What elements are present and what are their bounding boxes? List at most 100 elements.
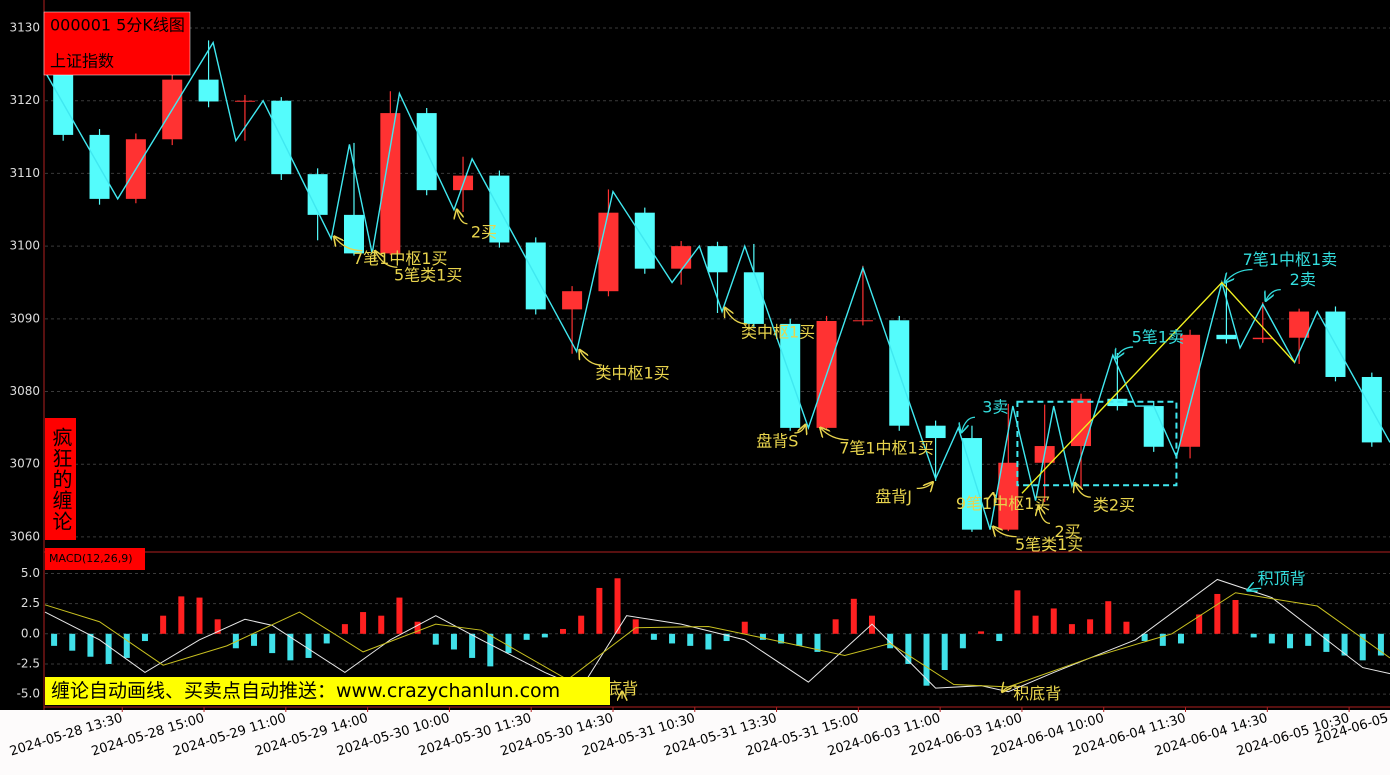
annotation-arrow <box>1116 346 1134 358</box>
macd-bar <box>923 633 930 686</box>
macd-bar <box>1177 633 1184 644</box>
annotation-label: 积顶背 <box>1258 569 1306 588</box>
macd-bar <box>232 633 239 649</box>
macd-bar <box>341 624 348 634</box>
y-tick-label: 3130 <box>9 21 40 35</box>
macd-bar <box>723 633 730 642</box>
annotation-arrow <box>580 350 602 366</box>
annotation-arrow <box>1266 289 1281 301</box>
banner: 缠论自动画线、买卖点自动推送：www.crazychanlun.com <box>45 677 610 705</box>
annotation-label: 5笔1卖 <box>1132 328 1184 347</box>
annotation-arrow <box>1039 506 1051 525</box>
macd-bar <box>214 619 221 634</box>
candle-body <box>1180 334 1201 447</box>
annotation-label: 7笔1中枢1买 <box>839 438 934 457</box>
macd-bar <box>705 633 712 650</box>
annotation-arrow <box>993 493 996 495</box>
macd-bar <box>796 633 803 646</box>
macd-bar <box>959 633 966 649</box>
macd-bar <box>759 633 766 640</box>
macd-bar <box>1359 633 1366 661</box>
macd-bar <box>887 633 894 649</box>
macd-bar <box>1196 614 1203 634</box>
zhongshu-box <box>1016 400 1178 487</box>
annotation-arrow <box>1002 686 1017 692</box>
y-tick-label: 0.0 <box>21 626 40 640</box>
macd-bar <box>123 633 130 658</box>
macd-bar <box>105 633 112 664</box>
candle-body <box>925 425 946 439</box>
macd-bar <box>541 633 548 638</box>
annotation-arrow <box>961 416 976 432</box>
macd-bar <box>578 615 585 634</box>
line-series <box>1021 281 1296 494</box>
y-tick-label: 3090 <box>9 311 40 325</box>
candle-body <box>234 100 255 102</box>
candle-body <box>1071 398 1092 447</box>
annotation-arrow <box>820 428 849 441</box>
macd-bar <box>360 612 367 634</box>
axis-strip <box>0 710 1390 775</box>
macd-bar <box>1050 608 1057 634</box>
macd-bar <box>69 633 76 651</box>
annotation-label: 类中枢1买 <box>741 322 815 341</box>
macd-bar <box>1250 633 1257 638</box>
annotation-label: 类中枢1买 <box>596 364 670 383</box>
macd-bar <box>51 633 58 646</box>
macd-bar <box>614 578 621 634</box>
candle-body <box>198 79 219 102</box>
macd-title: MACD(12,26,9) <box>49 552 133 565</box>
annotation-label: 2卖 <box>1290 270 1316 289</box>
annotation-label: 类2买 <box>1093 496 1135 515</box>
annotation-arrow <box>993 527 1017 538</box>
macd-bar <box>396 597 403 634</box>
y-tick-label: 3080 <box>9 384 40 398</box>
macd-bar <box>1268 633 1275 644</box>
macd-bar <box>160 615 167 634</box>
macd-bar <box>323 633 330 644</box>
annotation-arrow <box>1248 588 1262 590</box>
annotation-arrow <box>1075 483 1091 498</box>
macd-bar <box>1305 633 1312 646</box>
macd-bar <box>432 633 439 645</box>
macd-bar <box>287 633 294 661</box>
macd-bar <box>1032 615 1039 634</box>
annotation-label: 积底背 <box>1013 684 1061 703</box>
candle-body <box>1289 311 1310 338</box>
macd-bar <box>669 633 676 644</box>
macd-bar <box>687 633 694 646</box>
annotation-label: 底背 <box>606 679 638 698</box>
macd-bar <box>778 633 785 644</box>
macd-bar <box>632 619 639 634</box>
chart-subtitle: 上证指数 <box>50 52 114 71</box>
y-tick-label: 3110 <box>9 166 40 180</box>
macd-bar <box>1159 633 1166 646</box>
candle-body <box>1107 398 1128 407</box>
candle-body <box>743 272 764 324</box>
title-box <box>43 11 191 76</box>
macd-bar <box>305 633 312 658</box>
macd-bar <box>741 621 748 634</box>
candle-body <box>1252 337 1273 340</box>
macd-bar <box>1105 601 1112 634</box>
annotation-arrow <box>334 237 363 252</box>
y-tick-label: -2.5 <box>17 656 40 670</box>
macd-bar <box>1141 633 1148 642</box>
y-tick-label: 5.0 <box>21 566 40 580</box>
candle-body <box>998 462 1019 530</box>
candle-body <box>1143 406 1164 447</box>
annotation-arrow <box>457 210 468 225</box>
macd-bar <box>905 633 912 664</box>
annotation-label: 5笔类1买 <box>1015 535 1083 554</box>
annotation-arrow <box>1225 268 1253 282</box>
candle-body <box>1216 334 1237 340</box>
background <box>0 0 1390 710</box>
macd-bar <box>469 633 476 658</box>
annotation-label: 2买 <box>471 222 497 241</box>
annotation-arrow <box>794 425 805 433</box>
macd-bar <box>251 633 258 646</box>
macd-bar <box>1123 621 1130 634</box>
y-tick-label: 2.5 <box>21 596 40 610</box>
macd-bar <box>996 633 1003 642</box>
